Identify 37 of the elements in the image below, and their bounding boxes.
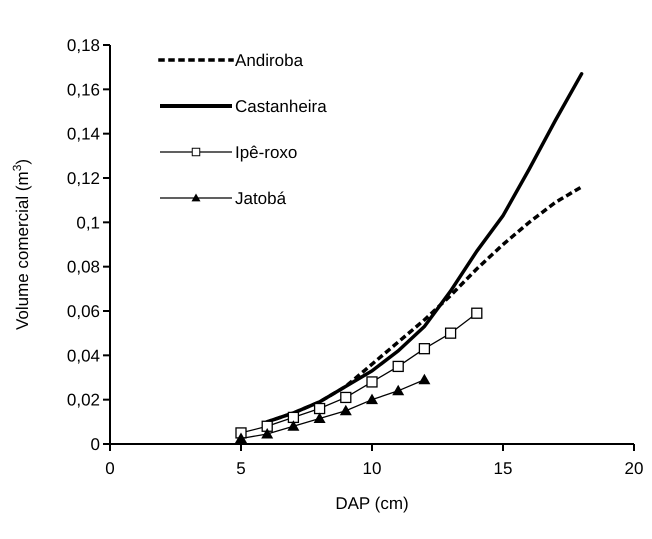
- point: [418, 374, 430, 384]
- point: [366, 376, 378, 388]
- x-tick-label: 15: [494, 459, 512, 478]
- y-tick-label: 0,16: [66, 80, 100, 100]
- legend-label: Andiroba: [235, 50, 304, 70]
- legend-label: Ipê-roxo: [235, 142, 298, 162]
- point: [471, 308, 482, 319]
- y-tick-label: 0,04: [66, 346, 100, 366]
- y-tick-label: 0,14: [66, 124, 100, 144]
- point: [392, 384, 404, 396]
- x-axis-title: DAP (cm): [335, 494, 409, 513]
- y-tick-label: 0: [90, 434, 100, 454]
- x-tick-label: 0: [105, 459, 115, 478]
- point: [314, 402, 326, 414]
- y-tick-label: 0,08: [66, 258, 100, 277]
- legend-label: Castanheira: [235, 96, 328, 116]
- point: [288, 412, 300, 424]
- point: [392, 360, 404, 372]
- point: [262, 420, 273, 432]
- y-tick-label: 0,06: [66, 302, 100, 321]
- point: [366, 394, 378, 404]
- y-tick-label: 0,02: [66, 390, 100, 410]
- x-tick-label: 10: [362, 459, 382, 478]
- point: [235, 432, 247, 443]
- legend-label: Jatobá: [235, 188, 287, 208]
- y-tick-label: 0,12: [66, 168, 100, 188]
- point: [340, 404, 352, 416]
- point: [261, 428, 274, 439]
- x-tick-label: 5: [236, 459, 246, 478]
- point: [418, 343, 430, 354]
- point: [444, 328, 456, 339]
- point: [340, 392, 352, 404]
- point: [314, 412, 326, 424]
- point: [287, 420, 300, 431]
- x-tick-label: 20: [624, 459, 644, 478]
- y-tick-label: 0,1: [76, 213, 100, 232]
- y-tick-label: 0,18: [66, 36, 100, 55]
